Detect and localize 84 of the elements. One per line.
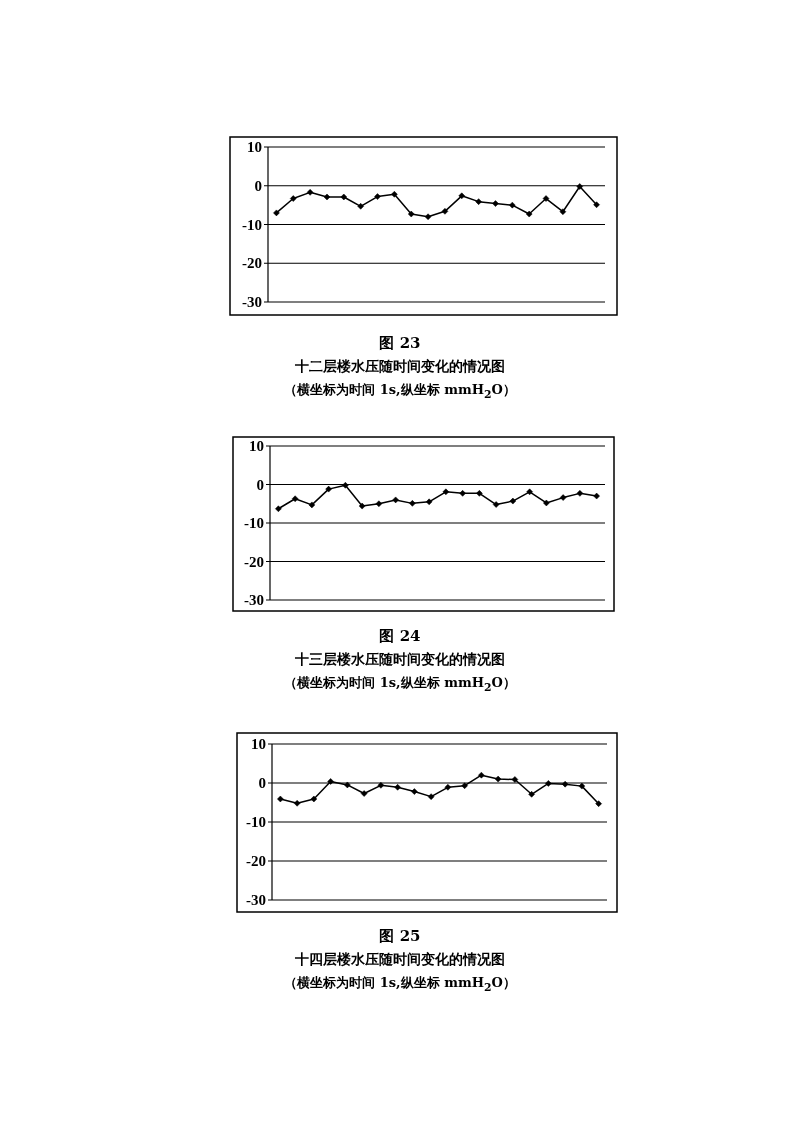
- point: [441, 208, 449, 215]
- point: [476, 490, 483, 497]
- point: [358, 502, 366, 510]
- point: [595, 800, 602, 807]
- point: [542, 195, 550, 202]
- text: 图 25: [378, 927, 422, 946]
- point: [525, 210, 533, 218]
- point: [357, 203, 364, 210]
- point: [273, 209, 280, 217]
- y-tick-label: 0: [256, 476, 264, 493]
- point: [559, 208, 567, 215]
- point: [561, 780, 569, 788]
- point: [576, 490, 584, 497]
- y-tick-label: 10: [247, 139, 262, 155]
- point: [424, 213, 432, 220]
- y-tick-label: 10: [249, 438, 264, 454]
- y-tick-label: 0: [258, 775, 266, 791]
- point: [411, 788, 418, 795]
- point: [427, 793, 435, 800]
- point: [444, 784, 452, 791]
- point: [344, 781, 351, 789]
- point: [310, 795, 318, 803]
- point: [275, 505, 282, 513]
- point: [526, 488, 533, 496]
- y-tick-label: -30: [242, 294, 262, 310]
- point: [509, 201, 516, 209]
- point: [340, 193, 348, 201]
- point: [425, 498, 433, 506]
- point: [325, 485, 332, 493]
- point: [593, 201, 600, 208]
- point: [528, 791, 535, 798]
- text: 十三层楼水压随时间变化的情况图: [294, 651, 506, 669]
- point: [543, 499, 550, 507]
- point: [442, 488, 450, 496]
- point: [277, 795, 284, 803]
- y-tick-label: -30: [246, 892, 266, 908]
- point: [291, 495, 299, 502]
- y-tick-label: -20: [246, 853, 266, 869]
- point: [323, 193, 331, 201]
- point: [290, 195, 297, 202]
- point: [492, 501, 500, 508]
- point: [306, 189, 314, 196]
- point: [576, 183, 583, 190]
- point: [509, 497, 517, 505]
- point: [327, 778, 334, 785]
- y-tick-label: -10: [242, 216, 262, 233]
- point: [407, 210, 415, 218]
- point: [494, 775, 502, 783]
- y-tick-label: -20: [242, 255, 262, 272]
- point: [593, 492, 600, 500]
- point: [559, 494, 567, 501]
- point: [394, 784, 401, 791]
- point: [545, 780, 552, 787]
- text: 图 24: [378, 627, 422, 646]
- y-tick-label: 0: [254, 177, 262, 194]
- y-tick-label: -30: [244, 592, 264, 608]
- point: [459, 490, 466, 497]
- text: （横坐标为时间 1s,纵坐标 mmH$_{2}$O）: [283, 674, 517, 694]
- point: [308, 501, 316, 509]
- text: 图 23: [378, 334, 422, 353]
- point: [377, 782, 385, 789]
- point: [461, 782, 468, 789]
- point: [342, 482, 349, 489]
- y-tick-label: -10: [244, 515, 264, 531]
- point: [360, 790, 368, 797]
- text: 十四层楼水压随时间变化的情况图: [294, 951, 506, 969]
- point: [492, 200, 499, 207]
- point: [458, 192, 466, 200]
- text: （横坐标为时间 1s,纵坐标 mmH$_{2}$O）: [283, 381, 517, 401]
- point: [478, 771, 485, 779]
- point: [578, 782, 586, 790]
- point: [293, 800, 301, 807]
- text: 十二层楼水压随时间变化的情况图: [294, 358, 506, 376]
- text: （横坐标为时间 1s,纵坐标 mmH$_{2}$O）: [283, 974, 517, 994]
- point: [475, 198, 482, 205]
- point: [409, 500, 416, 507]
- point: [391, 191, 398, 198]
- y-tick-label: 10: [251, 736, 266, 752]
- point: [375, 500, 383, 507]
- y-tick-label: -10: [246, 814, 266, 830]
- point: [511, 776, 519, 783]
- point: [374, 193, 381, 200]
- point: [392, 496, 399, 504]
- y-tick-label: -20: [244, 553, 264, 570]
